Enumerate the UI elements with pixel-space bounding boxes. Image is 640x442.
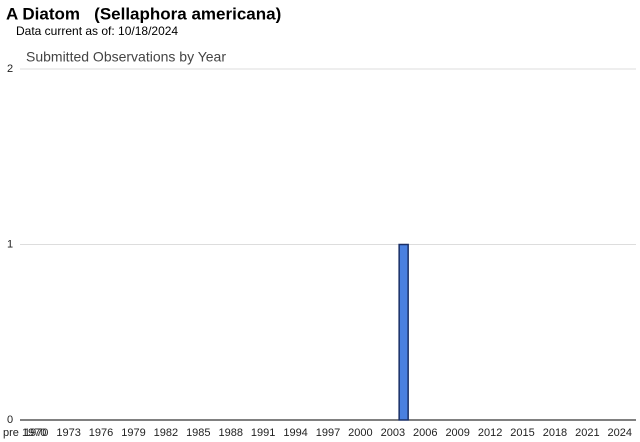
y-tick-label: 0 [7, 414, 13, 426]
plot-title: Submitted Observations by Year [26, 49, 226, 65]
x-tick-label: 2009 [445, 427, 469, 439]
x-tick-label: 1994 [283, 427, 307, 439]
x-tick-label: 1982 [154, 427, 178, 439]
x-tick-label: 1997 [316, 427, 340, 439]
x-tick-label: 2000 [348, 427, 372, 439]
x-tick-label: 1979 [121, 427, 145, 439]
x-tick-label: 1985 [186, 427, 210, 439]
x-tick-label: 1973 [56, 427, 80, 439]
x-tick-label: 1991 [251, 427, 275, 439]
x-tick-label: 2012 [478, 427, 502, 439]
bar [398, 243, 409, 421]
subtitle: Data current as of: 10/18/2024 [16, 24, 178, 38]
x-tick-label: 2006 [413, 427, 437, 439]
y-tick-label: 1 [7, 238, 13, 250]
x-tick-label: 2015 [510, 427, 534, 439]
x-tick-label: 1988 [218, 427, 242, 439]
x-tick-label: 2021 [575, 427, 599, 439]
x-tick-label: 1976 [89, 427, 113, 439]
x-tick-label: 2003 [381, 427, 405, 439]
x-tick-label: pre 1970 [3, 427, 46, 439]
chart-title: A Diatom (Sellaphora americana) [6, 4, 281, 23]
x-tick-label: 2018 [543, 427, 567, 439]
x-tick-label: 2024 [608, 427, 632, 439]
x-tick-label: 1970 [24, 427, 48, 439]
y-tick-label: 2 [7, 63, 13, 75]
